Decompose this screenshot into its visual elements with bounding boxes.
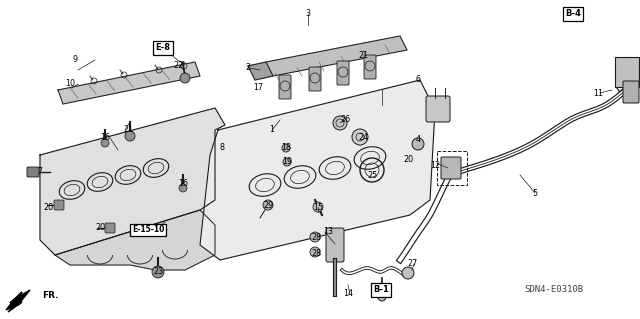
Text: B-1: B-1 (373, 286, 389, 294)
Circle shape (412, 138, 424, 150)
Circle shape (283, 158, 291, 166)
Text: 6: 6 (415, 76, 420, 85)
Circle shape (310, 247, 320, 257)
Circle shape (263, 200, 273, 210)
Text: 20: 20 (43, 204, 53, 212)
Circle shape (282, 144, 290, 152)
Circle shape (333, 116, 347, 130)
Text: 7: 7 (37, 167, 43, 176)
Text: 15: 15 (313, 203, 323, 211)
Text: 12: 12 (430, 160, 440, 169)
FancyBboxPatch shape (364, 55, 376, 79)
FancyBboxPatch shape (623, 81, 639, 103)
FancyBboxPatch shape (426, 96, 450, 122)
FancyBboxPatch shape (309, 67, 321, 91)
Text: 21: 21 (358, 50, 368, 60)
Circle shape (310, 232, 320, 242)
Text: 9: 9 (72, 56, 77, 64)
Polygon shape (200, 80, 435, 260)
Text: B-4: B-4 (565, 10, 581, 19)
Text: E-15-10: E-15-10 (132, 226, 164, 234)
Circle shape (179, 184, 187, 192)
FancyBboxPatch shape (279, 75, 291, 99)
Polygon shape (6, 290, 30, 312)
Text: 4: 4 (415, 136, 420, 145)
Text: 27: 27 (408, 259, 418, 269)
Circle shape (313, 202, 323, 212)
Circle shape (125, 131, 135, 141)
Circle shape (152, 266, 164, 278)
Text: 22: 22 (173, 61, 183, 70)
Text: 16: 16 (178, 179, 188, 188)
FancyBboxPatch shape (441, 157, 461, 179)
Polygon shape (40, 108, 225, 255)
Polygon shape (58, 62, 200, 104)
Text: SDN4-E0310B: SDN4-E0310B (524, 286, 584, 294)
Circle shape (402, 267, 414, 279)
Text: 17: 17 (253, 84, 263, 93)
Text: 3: 3 (305, 10, 310, 19)
Text: 29: 29 (263, 201, 273, 210)
Text: 24: 24 (358, 132, 368, 142)
FancyBboxPatch shape (54, 200, 64, 210)
Text: 16: 16 (100, 133, 110, 143)
Text: FR.: FR. (42, 291, 58, 300)
FancyBboxPatch shape (105, 223, 115, 233)
Text: 1: 1 (269, 125, 275, 135)
Polygon shape (248, 62, 273, 80)
Text: 11: 11 (593, 88, 603, 98)
Text: 10: 10 (65, 79, 75, 88)
Polygon shape (55, 210, 215, 270)
Text: 25: 25 (367, 172, 377, 181)
Text: E-8: E-8 (156, 43, 170, 53)
Polygon shape (266, 36, 407, 76)
Text: 18: 18 (281, 144, 291, 152)
Text: 8: 8 (220, 144, 225, 152)
Circle shape (180, 73, 190, 83)
Text: 23: 23 (153, 268, 163, 277)
Text: 5: 5 (532, 189, 538, 197)
Text: 19: 19 (282, 158, 292, 167)
Text: 20: 20 (95, 224, 105, 233)
FancyBboxPatch shape (615, 57, 639, 87)
FancyBboxPatch shape (337, 61, 349, 85)
Text: 20: 20 (403, 155, 413, 165)
Text: 13: 13 (323, 227, 333, 236)
Circle shape (378, 293, 386, 301)
Text: 14: 14 (343, 290, 353, 299)
Text: 21: 21 (123, 125, 133, 135)
Text: 28: 28 (311, 249, 321, 257)
Circle shape (101, 139, 109, 147)
Text: 28: 28 (311, 233, 321, 241)
Text: 26: 26 (340, 115, 350, 124)
FancyBboxPatch shape (27, 167, 39, 177)
Text: 2: 2 (245, 63, 251, 72)
FancyBboxPatch shape (326, 228, 344, 262)
Circle shape (352, 129, 368, 145)
